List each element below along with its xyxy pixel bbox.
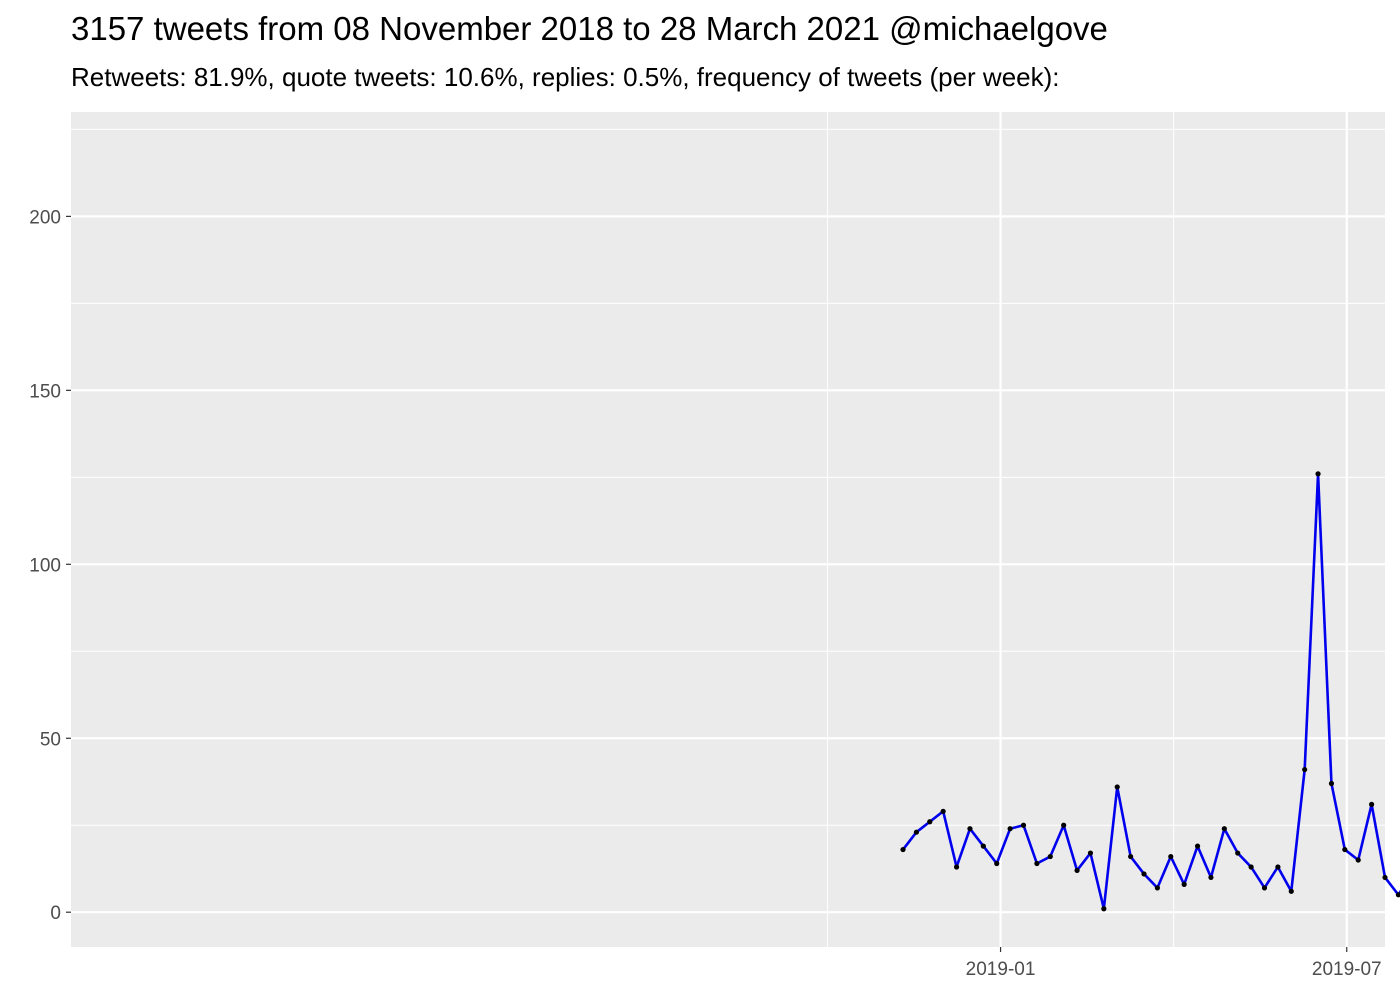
data-point [1141, 871, 1147, 877]
data-point [1047, 853, 1053, 860]
data-point [967, 826, 973, 832]
y-tick-label: 0 [50, 903, 61, 924]
data-point [1302, 766, 1308, 773]
data-point [1128, 853, 1134, 860]
data-point [994, 860, 1000, 867]
data-point [1181, 881, 1187, 887]
data-point [1208, 874, 1214, 881]
data-point [1087, 850, 1094, 856]
data-point [1034, 860, 1040, 867]
y-tick-label: 100 [29, 555, 61, 576]
data-point [1355, 857, 1361, 863]
x-tick-label: 2019-01 [966, 959, 1036, 980]
data-point [1328, 780, 1335, 787]
data-point [1369, 801, 1375, 807]
data-point [1114, 784, 1120, 790]
chart-subtitle: Retweets: 81.9%, quote tweets: 10.6%, re… [71, 62, 1060, 92]
data-point [1342, 846, 1348, 853]
data-point [1395, 892, 1400, 898]
data-point [1221, 826, 1227, 832]
data-point [900, 846, 906, 853]
data-point [1154, 885, 1160, 891]
data-point [1261, 885, 1268, 891]
data-point [1248, 864, 1254, 870]
y-tick-label: 50 [40, 729, 61, 750]
data-point [1194, 843, 1201, 849]
y-tick-label: 150 [29, 381, 61, 402]
data-point [1235, 850, 1241, 856]
data-point [927, 819, 933, 825]
chart-title: 3157 tweets from 08 November 2018 to 28 … [71, 10, 1108, 47]
data-point [1315, 471, 1321, 477]
data-point [1275, 864, 1281, 870]
series-tweets-per-week [900, 471, 1400, 912]
y-tick-label: 200 [29, 207, 61, 228]
minor-gridlines [71, 112, 1385, 947]
axes: 0501001502002019-012019-072020-012020-07… [29, 207, 1382, 980]
major-gridlines [71, 112, 1385, 947]
data-point [1168, 853, 1174, 860]
plot-panel [71, 112, 1385, 947]
series-line [901, 472, 1400, 911]
data-point [980, 843, 986, 849]
data-point [1007, 826, 1013, 832]
data-point [1061, 822, 1067, 828]
data-point [1382, 874, 1388, 881]
data-point [1101, 906, 1107, 912]
data-point [953, 864, 960, 870]
data-point [1074, 867, 1080, 874]
data-point [1288, 888, 1294, 894]
data-point [940, 808, 946, 814]
x-tick-label: 2019-07 [1312, 959, 1382, 980]
data-point [1020, 822, 1027, 828]
data-point [913, 829, 920, 835]
